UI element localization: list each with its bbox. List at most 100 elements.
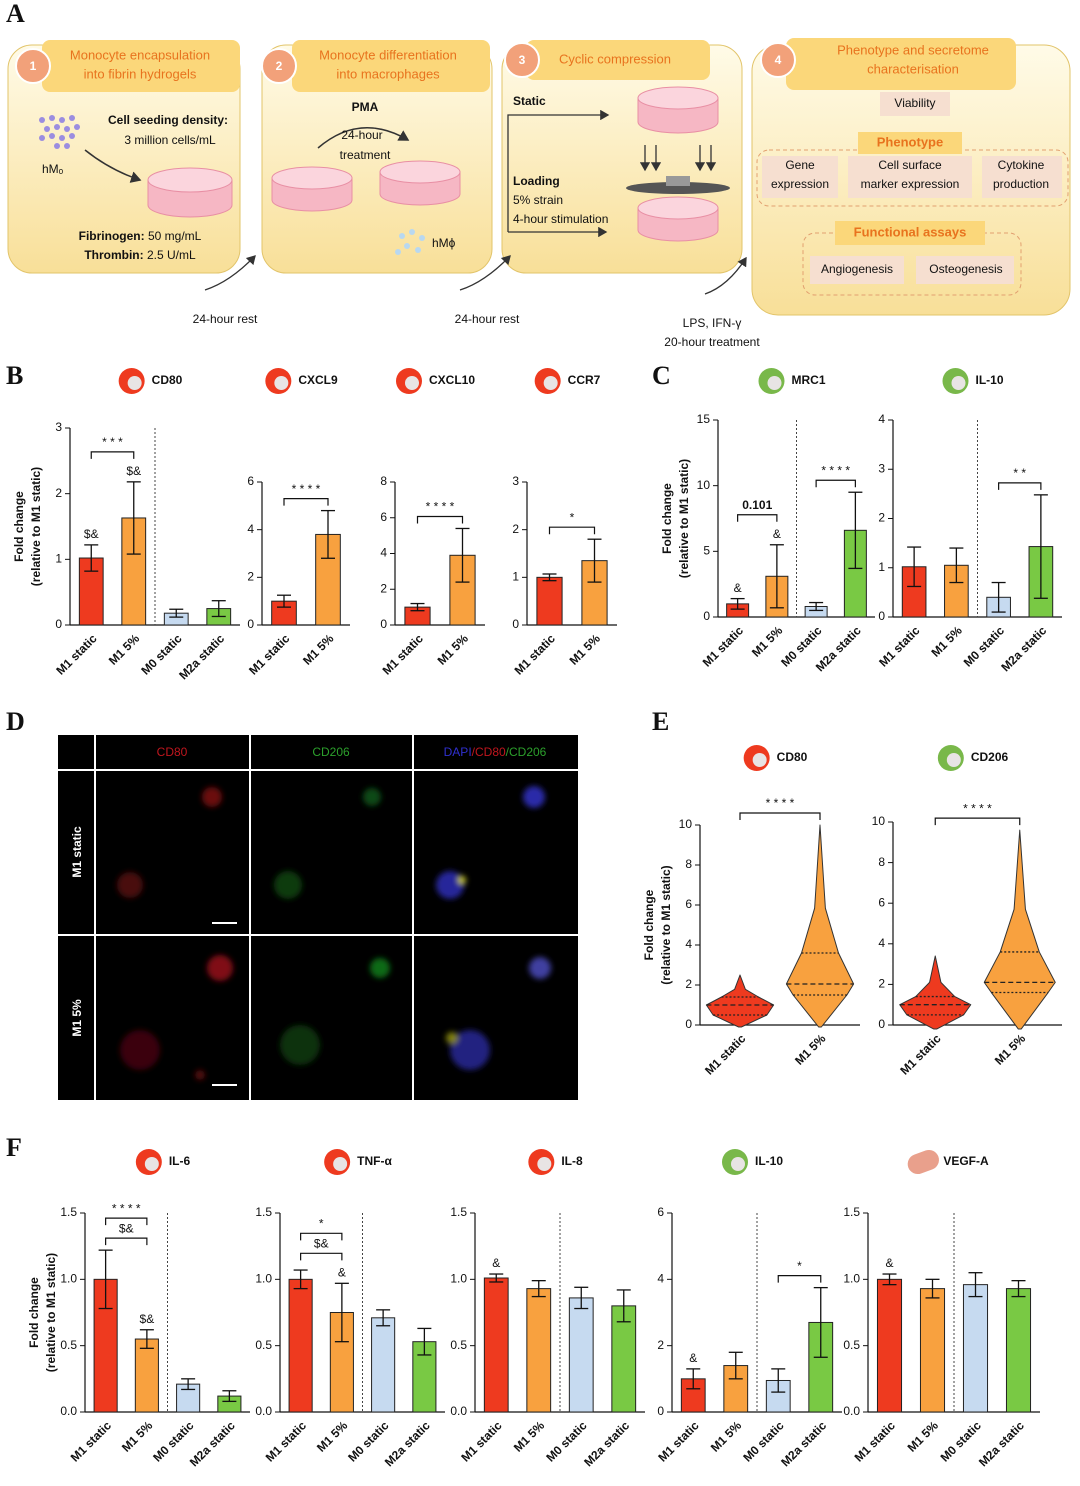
bar [134,1338,159,1413]
step-number: 1 [30,59,37,73]
significance-bracket [90,451,135,459]
viability: Viability [894,96,935,110]
y-tick-label: 1.5 [450,1205,467,1219]
error-bar [1033,494,1048,599]
compression [639,145,717,172]
panel-label: B [6,361,23,390]
treatment: treatment [340,148,391,162]
x-tick-label: M1 5% [749,623,786,660]
item: Angiogenesis [821,262,893,276]
chart-title: IL-10 [975,373,1003,387]
x-tick-label: M1 5% [314,1418,351,1455]
violin [785,824,855,1028]
y-tick-label: 0 [380,617,387,631]
y-tick-label: 2 [247,570,254,584]
chart-title: CXCL10 [429,373,475,387]
panel-label: D [6,707,25,736]
x-tick-label: M1 static [458,1418,504,1464]
pill [762,156,838,198]
title-icon [127,376,142,390]
title-icon [404,376,419,390]
bar-label: $& [140,1312,155,1326]
significance-bracket [300,1252,343,1261]
arrow [84,149,142,183]
error-bar [686,1368,701,1390]
significance-label: 0.101 [742,498,772,512]
static-label: Static [513,94,546,108]
error-bar [991,581,1006,613]
arrow [204,255,256,291]
y-tick-label: 0 [685,1017,692,1031]
y-tick-label: 8 [380,474,387,488]
error-bar [376,1309,391,1327]
thrombin: Thrombin: 2.5 U/mL [84,248,196,262]
error-bar [949,547,964,584]
x-tick-label: M1 static [876,623,922,669]
panel-label: E [652,707,669,736]
title-icon [144,1157,159,1171]
y-axis-label: Fold change [642,889,656,960]
group-title: Phenotype [877,134,943,149]
x-tick-label: M1 static [702,1031,748,1077]
microscopy: CD80 CD206 DAPI/CD80/CD206 M1 static M1 … [58,735,578,1100]
x-tick-label: M1 static [263,1418,309,1464]
error-bar [277,594,291,608]
bar [962,1284,989,1413]
error-bar [848,491,863,570]
bar-label: & [689,1351,697,1365]
title-icon [537,1157,552,1171]
transition: 24-hour rest [193,312,258,326]
error-bar [771,1368,786,1393]
y-tick-label: 1 [55,552,62,566]
group-title: Functional assays [854,224,967,239]
error-bar [126,481,141,555]
y-axis-label: (relative to M1 static) [44,1253,58,1372]
error-bar [410,602,425,612]
channel: /CD206 [506,745,547,759]
column-header: CD80 [157,745,188,759]
x-tick-label: M2a static [187,1418,238,1469]
chart-title: CD206 [971,750,1009,764]
bar-label: $& [84,527,99,541]
grid-lines [58,735,578,1100]
step-title: characterisation [867,61,959,76]
y-axis-label: (relative to M1 static) [29,467,43,586]
x-tick-label: M1 5% [905,1418,942,1455]
x-tick-label: M1 5% [708,1418,745,1455]
bar-label: & [338,1265,346,1279]
significance-bracket [283,498,329,506]
error-bar [728,1351,743,1380]
significance-label: * [570,510,575,524]
agent: PMA [352,100,379,114]
y-tick-label: 0.5 [843,1338,860,1352]
row-label: M1 static [70,826,84,878]
significance-bracket [416,515,464,524]
transition: 24-hour rest [455,312,520,326]
step-title: Phenotype and secretome [837,42,989,57]
x-tick-label: M1 5% [511,1418,548,1455]
error-bar [222,1390,237,1403]
bar [288,1278,313,1413]
y-tick-label: 6 [380,510,387,524]
monocytes [39,115,80,149]
title-icon [767,376,782,390]
y-tick-label: 0.5 [60,1338,77,1352]
y-tick-label: 4 [657,1272,664,1286]
y-tick-label: 0 [878,609,885,623]
error-bar [98,1249,113,1310]
arrow [317,127,410,149]
step-tab [526,40,710,80]
y-tick-label: 1.5 [60,1205,77,1219]
y-axis-label: Fold change [27,1277,41,1348]
transition: 20-hour treatment [664,335,760,349]
y-tick-label: 2 [657,1338,664,1352]
panel-label: C [652,361,671,390]
error-bar [907,546,922,588]
y-tick-label: 6 [685,897,692,911]
y-tick-label: 4 [247,522,254,536]
y-tick-label: 1.5 [255,1205,272,1219]
error-bar [531,1280,546,1298]
x-tick-label: M1 5% [119,1418,156,1455]
bar [371,1317,396,1413]
hydrogel [637,86,719,242]
